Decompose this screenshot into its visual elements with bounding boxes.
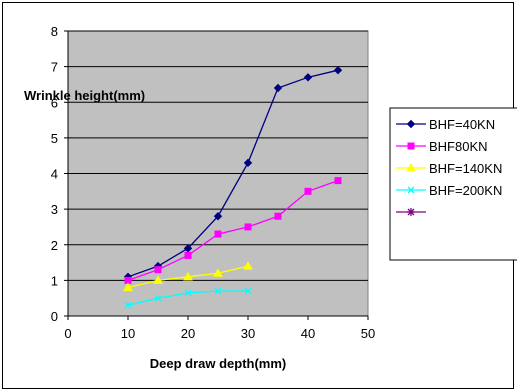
x-tick-labels: 0 10 20 30 40 50 bbox=[64, 326, 375, 341]
series-2-point-8 bbox=[334, 177, 342, 185]
x-tick-label-30: 30 bbox=[241, 326, 255, 341]
y-tick-label-1: 1 bbox=[51, 273, 58, 288]
series-3-point-3 bbox=[183, 271, 193, 281]
series-2-point-7 bbox=[304, 187, 312, 195]
series-2 bbox=[124, 177, 342, 284]
legend-item-4: BHF=200KN bbox=[396, 183, 502, 198]
legend-marker-1 bbox=[406, 119, 416, 129]
series-4-point-2 bbox=[154, 294, 162, 302]
series-2-line bbox=[127, 180, 339, 281]
legend-label-1: BHF=40KN bbox=[429, 117, 495, 132]
series-3-point-1 bbox=[123, 282, 133, 291]
x-axis-title: Deep draw depth(mm) bbox=[150, 356, 287, 371]
y-tick-label-2: 2 bbox=[51, 238, 58, 253]
series-1-point-7 bbox=[303, 73, 313, 82]
gridlines bbox=[68, 30, 368, 281]
series-1-point-4 bbox=[213, 212, 223, 221]
series-3-point-5 bbox=[243, 261, 253, 270]
y-tick-label-7: 7 bbox=[51, 60, 58, 75]
series-1-point-6 bbox=[273, 83, 283, 93]
y-axis-title: Wrinkle height(mm) bbox=[24, 88, 145, 103]
y-tick-label-5: 5 bbox=[51, 131, 58, 146]
legend-marker-4 bbox=[407, 186, 415, 194]
series-2-point-4 bbox=[214, 230, 222, 238]
y-tick-label-4: 4 bbox=[51, 167, 58, 182]
y-tick-label-6: 6 bbox=[51, 95, 58, 110]
y-tick-label-8: 8 bbox=[51, 24, 58, 39]
axes bbox=[64, 30, 369, 320]
series-2-point-5 bbox=[244, 223, 252, 231]
x-tick-label-50: 50 bbox=[361, 326, 375, 341]
legend-label-4: BHF=200KN bbox=[429, 183, 502, 198]
legend-item-3: BHF=140KN bbox=[396, 161, 502, 176]
series-group bbox=[123, 65, 343, 309]
legend: BHF=40KN BHF80KN BHF=140KN BHF=200KN bbox=[389, 107, 517, 261]
legend-label-2: BHF80KN bbox=[429, 139, 488, 154]
y-tick-label-0: 0 bbox=[51, 309, 58, 324]
series-4-point-4 bbox=[214, 287, 222, 295]
series-3-point-2 bbox=[153, 275, 163, 284]
series-1-point-8 bbox=[333, 65, 343, 75]
legend-marker-2 bbox=[407, 142, 415, 150]
x-tick-label-10: 10 bbox=[121, 326, 135, 341]
legend-label-3: BHF=140KN bbox=[429, 161, 502, 176]
legend-marker-5 bbox=[407, 208, 415, 216]
series-2-point-2 bbox=[154, 266, 162, 274]
legend-box bbox=[389, 107, 517, 261]
series-2-point-3 bbox=[184, 251, 192, 259]
series-3 bbox=[123, 261, 253, 291]
series-1-point-3 bbox=[183, 244, 193, 253]
y-tick-label-3: 3 bbox=[51, 202, 58, 217]
series-3-point-4 bbox=[213, 268, 223, 277]
series-4-point-5 bbox=[244, 287, 252, 295]
legend-marker-3 bbox=[406, 162, 416, 172]
legend-item-2: BHF80KN bbox=[396, 139, 488, 154]
x-tick-label-40: 40 bbox=[301, 326, 315, 341]
series-2-point-6 bbox=[274, 212, 282, 220]
series-1-line bbox=[127, 69, 339, 278]
legend-item-5 bbox=[396, 208, 426, 216]
series-4 bbox=[124, 287, 252, 309]
legend-item-1: BHF=40KN bbox=[396, 117, 495, 132]
series-4-point-3 bbox=[184, 289, 192, 297]
x-tick-label-20: 20 bbox=[181, 326, 195, 341]
series-2-point-1 bbox=[124, 276, 132, 284]
series-1-point-5 bbox=[243, 158, 253, 168]
series-4-point-1 bbox=[124, 301, 132, 309]
x-tick-label-0: 0 bbox=[64, 326, 71, 341]
y-tick-labels: 0 1 2 3 4 5 6 7 8 bbox=[51, 24, 58, 324]
